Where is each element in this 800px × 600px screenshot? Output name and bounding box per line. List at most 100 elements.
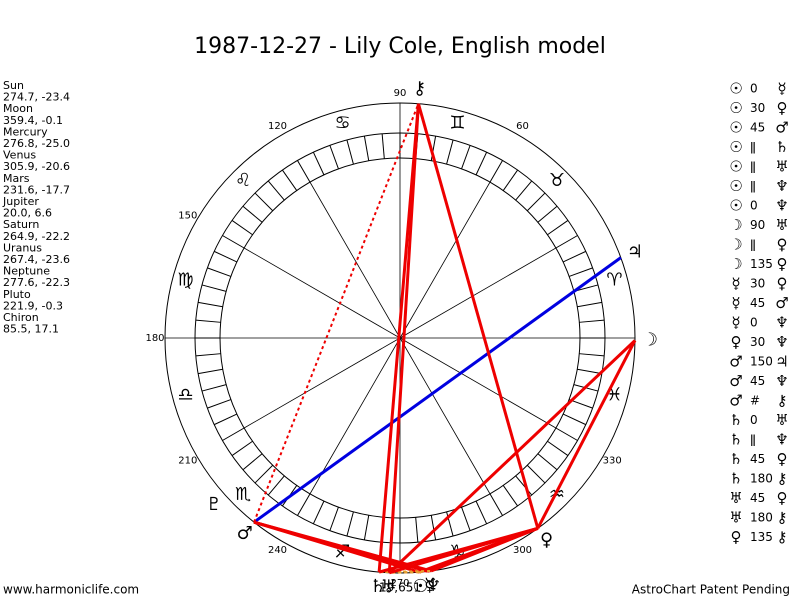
aspect-angle: ǁ: [750, 238, 756, 252]
aspect-planet-1: ☉: [729, 197, 742, 215]
aspect-line: [430, 526, 539, 573]
aspect-planet-2: ♆: [775, 314, 788, 332]
spoke: [309, 337, 401, 495]
planet-glyph: ♆: [425, 575, 441, 596]
ring-tick: [213, 413, 238, 426]
ring-tick: [267, 475, 285, 496]
ring-tick: [297, 493, 311, 516]
planet-name: Sun: [3, 79, 24, 92]
ring-tick: [222, 427, 245, 441]
sign-glyph: ♉: [549, 170, 565, 191]
aspect-line: [253, 520, 432, 573]
planet-name: Mars: [3, 172, 30, 185]
aspect-line: [387, 103, 420, 573]
aspect-angle: 45: [750, 374, 765, 388]
degree-label: 300: [513, 545, 532, 556]
aspect-planet-1: ♄: [729, 470, 742, 488]
spoke: [243, 247, 401, 339]
ring-tick: [515, 475, 533, 496]
ring-tick: [526, 192, 546, 212]
degree-label: 60: [516, 121, 529, 132]
chart-title: 1987-12-27 - Lily Cole, English model: [194, 34, 606, 59]
planet-name: Neptune: [3, 265, 50, 278]
aspect-planet-1: ♂: [729, 353, 742, 371]
center-note: 19,651: [379, 581, 421, 595]
aspect-planet-1: ♄: [729, 431, 742, 449]
ring-tick: [489, 160, 503, 183]
aspect-line: [253, 103, 420, 523]
sign-glyph: ♈: [606, 270, 622, 291]
spoke: [309, 181, 401, 339]
aspect-planet-2: ♂: [775, 119, 788, 137]
ring-tick: [329, 506, 339, 531]
ring-tick: [198, 301, 223, 308]
aspect-planet-2: ⚷: [777, 509, 788, 527]
aspect-angle: 30: [750, 101, 765, 115]
ring-tick: [312, 151, 325, 176]
spoke: [243, 337, 401, 429]
ring-tick: [222, 235, 245, 249]
aspect-planet-2: ♀: [777, 99, 788, 117]
ring-tick: [207, 399, 232, 409]
ring-tick: [201, 284, 227, 292]
degree-label: 90: [394, 88, 407, 99]
aspect-angle: 30: [750, 277, 765, 291]
aspect-angle: 45: [750, 491, 765, 505]
aspect-planet-2: ♆: [775, 333, 788, 351]
ring-tick: [346, 511, 354, 537]
sign-glyph: ♌: [235, 170, 251, 191]
footer-left: www.harmoniclife.com: [3, 583, 139, 597]
degree-label: 120: [268, 121, 287, 132]
aspect-angle: #: [750, 394, 760, 408]
aspect-planet-1: ☽: [729, 236, 742, 254]
sign-glyph: ♋: [334, 113, 350, 134]
aspect-angle: 135: [750, 530, 773, 544]
aspect-line: [388, 339, 637, 574]
aspect-line: [379, 569, 432, 574]
ring-tick: [242, 205, 263, 223]
ring-tick: [515, 180, 533, 201]
planet-glyph: ☉: [412, 576, 428, 597]
aspect-planet-1: ☉: [729, 158, 742, 176]
planet-position: 267.4, -23.6: [3, 253, 70, 266]
planet-name: Jupiter: [2, 195, 39, 208]
planet-position: 20.0, 6.6: [3, 207, 52, 220]
aspect-planet-1: ♀: [731, 528, 742, 546]
aspect-planet-2: ♀: [777, 450, 788, 468]
aspect-planet-1: ☿: [731, 314, 740, 332]
aspect-planet-2: ♆: [775, 372, 788, 390]
aspect-planet-2: ♅: [775, 216, 788, 234]
aspect-angle: 0: [750, 82, 758, 96]
aspect-angle: ǁ: [750, 160, 756, 174]
ring-tick: [502, 169, 518, 191]
aspect-planet-1: ♅: [729, 509, 742, 527]
footer-right: AstroChart Patent Pending: [632, 583, 790, 597]
ring-tick: [577, 368, 602, 375]
ring-tick: [198, 368, 223, 375]
ring-tick: [537, 205, 558, 223]
aspect-angle: 0: [750, 413, 758, 427]
planet-name: Saturn: [3, 218, 39, 231]
sign-glyph: ♍: [177, 270, 193, 291]
ring-tick: [547, 220, 569, 236]
planet-glyph: ♄: [370, 576, 386, 597]
planet-position: 274.7, -23.4: [3, 91, 70, 104]
ring-tick: [254, 192, 274, 212]
ring-tick: [502, 485, 518, 507]
aspect-angle: 45: [750, 296, 765, 310]
aspect-line: [388, 526, 539, 575]
ring-tick: [579, 353, 605, 357]
aspect-planet-2: ♆: [775, 177, 788, 195]
aspect-angle: 150: [750, 355, 773, 369]
ring-tick: [430, 515, 437, 540]
aspect-angle: ǁ: [750, 433, 756, 447]
planet-name: Moon: [3, 102, 33, 115]
aspect-planet-2: ♂: [775, 294, 788, 312]
sign-glyph: ♊: [449, 113, 465, 134]
aspect-planet-1: ☉: [729, 99, 742, 117]
planet-position: 85.5, 17.1: [3, 323, 59, 336]
aspect-angle: 90: [750, 218, 765, 232]
ring-tick: [577, 301, 602, 308]
aspect-planet-1: ☉: [729, 177, 742, 195]
sign-glyph: ♎: [177, 384, 193, 405]
